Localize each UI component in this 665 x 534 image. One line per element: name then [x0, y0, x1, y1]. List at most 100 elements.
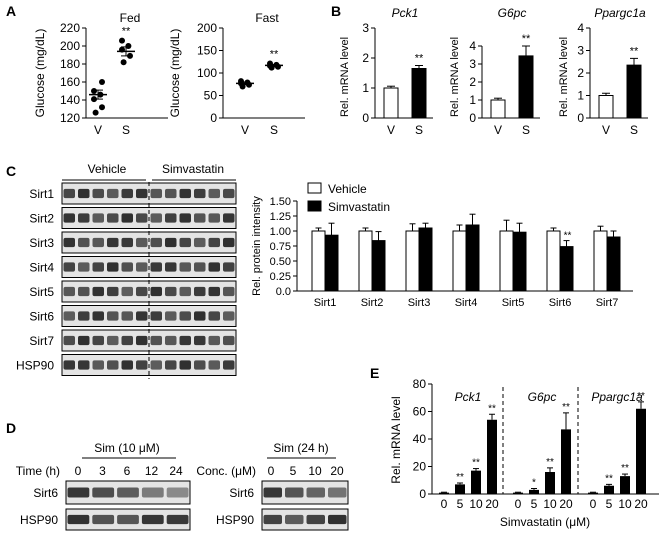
blot-row-label: HSP90	[16, 359, 54, 373]
blot-band	[263, 514, 282, 525]
panel-letter-e: E	[370, 365, 379, 381]
blot-band	[165, 237, 177, 248]
blot-band	[223, 262, 235, 272]
y-tick-label: 0	[419, 487, 426, 501]
group-label-simvastatin: Simvastatin	[162, 162, 224, 176]
bar	[593, 230, 608, 292]
blot-band	[107, 286, 119, 297]
blot-band	[223, 360, 235, 370]
chart-g6pc-mrna: 0 1 2 3 4 Rel. mRNA level G6pc V S **	[449, 6, 540, 137]
bar	[513, 492, 523, 494]
y-tick-label: 0	[210, 111, 217, 125]
bar	[559, 246, 574, 292]
blot-band	[107, 360, 119, 370]
blot-band	[107, 335, 119, 346]
blot-band	[78, 237, 90, 248]
blot-band	[121, 311, 133, 321]
y-axis-label: Glucose (mg/dL)	[33, 29, 47, 118]
chart-title: G6pc	[498, 6, 527, 20]
y-tick-label: 100	[197, 66, 217, 80]
blot-band	[194, 262, 206, 272]
blot-band	[78, 335, 90, 346]
significance-marker: **	[472, 458, 480, 469]
x-tick-label: 0	[515, 497, 522, 511]
blot-band	[166, 487, 189, 498]
blot-row-label: HSP90	[216, 513, 254, 527]
panel-letter-d: D	[6, 420, 16, 436]
y-tick-label: 1.25	[270, 211, 291, 223]
significance-marker: **	[605, 473, 613, 484]
blot-band	[92, 213, 104, 223]
blot-band	[92, 487, 115, 498]
chart-protein-intensity: 0.0 0.25 0.50 0.75 1.00 1.25 1.50 Rel. protein …	[251, 182, 633, 309]
y-tick-label: 0	[362, 111, 369, 125]
y-tick-label: 120	[60, 111, 80, 125]
blot-band	[92, 360, 104, 370]
blot-band	[107, 311, 119, 321]
bar	[452, 230, 467, 292]
bar	[636, 408, 646, 494]
bar	[405, 230, 420, 292]
x-tick-label: Sirt1	[314, 297, 337, 309]
blot-band	[78, 188, 90, 199]
blot-band	[166, 514, 189, 525]
blot-band	[63, 286, 75, 297]
x-tick-label: V	[494, 123, 502, 137]
condition-label-left: Sim (10 μM)	[94, 441, 160, 455]
lane-label: 0	[75, 464, 82, 478]
y-tick-label: 160	[60, 75, 80, 89]
y-tick-label: 4	[469, 39, 476, 53]
y-axis-label: Rel. mRNA level	[339, 37, 351, 117]
y-axis-label: Rel. mRNA level	[389, 396, 403, 483]
y-tick-label: 50	[204, 89, 218, 103]
chart-pck1-mrna: 0 1 2 3 Rel. mRNA level Pck1 V S **	[339, 6, 433, 137]
axis-label-time: Time (h)	[16, 464, 60, 478]
bar	[626, 64, 642, 119]
y-tick-label: 60	[413, 405, 427, 419]
blot-band	[263, 487, 282, 498]
blot-band	[78, 286, 90, 297]
blot-row-label: Sirt6	[33, 486, 58, 500]
x-tick-label: 5	[457, 497, 464, 511]
y-tick-label: 3	[362, 21, 369, 35]
bar	[439, 492, 449, 494]
y-tick-label: 2	[469, 75, 476, 89]
blot-band	[179, 286, 191, 297]
y-tick-label: 2	[362, 51, 369, 65]
blot-band	[63, 213, 75, 223]
bar	[499, 230, 514, 292]
blot-band	[78, 262, 90, 272]
y-tick-label: 3	[577, 44, 584, 58]
data-point	[99, 79, 105, 85]
blot-band	[208, 286, 220, 297]
significance-marker: **	[488, 403, 496, 414]
blot-band	[179, 335, 191, 346]
blot-band	[150, 335, 162, 346]
y-tick-label: 1	[362, 81, 369, 95]
y-tick-label: 3	[469, 57, 476, 71]
blot-band	[328, 514, 347, 525]
bar	[518, 55, 534, 119]
significance-marker: **	[122, 26, 131, 38]
blot-band	[136, 360, 148, 370]
significance-marker: **	[630, 45, 639, 57]
significance-marker: **	[564, 231, 572, 242]
blot-band	[194, 286, 206, 297]
blot-band	[208, 360, 220, 370]
bar	[471, 470, 481, 494]
y-axis-label: Glucose (mg/dL)	[168, 29, 182, 118]
significance-marker: **	[546, 457, 554, 468]
blot-band	[67, 487, 90, 498]
y-tick-label: 0	[469, 111, 476, 125]
blot-band	[136, 335, 148, 346]
x-tick-label: 5	[531, 497, 538, 511]
panel-letter-b: B	[331, 3, 341, 19]
y-tick-label: 150	[197, 44, 217, 58]
blot-band	[165, 360, 177, 370]
y-tick-label: 20	[413, 460, 427, 474]
blot-band	[208, 188, 220, 199]
significance-marker: **	[621, 463, 629, 474]
significance-marker: **	[456, 472, 464, 483]
bar	[529, 489, 539, 494]
